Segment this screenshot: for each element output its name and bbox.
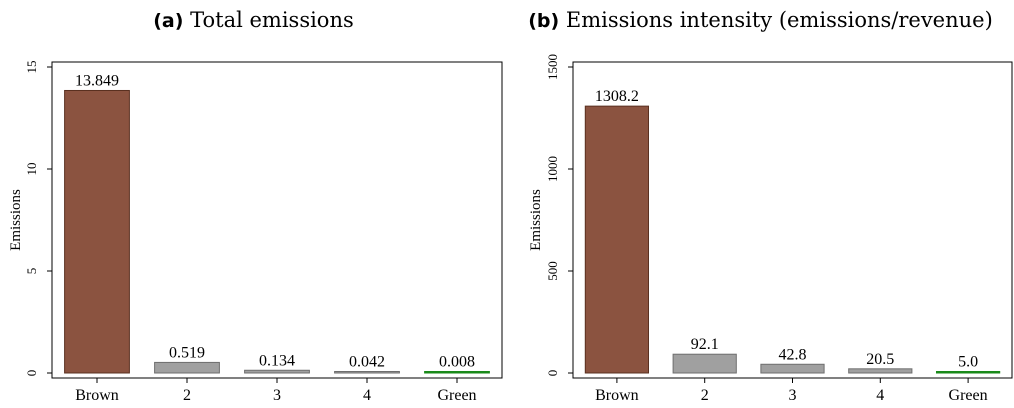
bar-brown bbox=[584, 105, 650, 374]
x-tick-label: 3 bbox=[273, 387, 281, 404]
chart-panel-a: (a) Total emissions 0 5 10 15 Emissions 13.84… bbox=[0, 8, 507, 404]
value-label: 0.134 bbox=[259, 352, 295, 369]
panel-label-a: (a) bbox=[153, 10, 184, 32]
chart-panel-b: (b) Emissions intensity (emissions/reven… bbox=[507, 0, 1014, 408]
y-tick-label: 0 bbox=[545, 370, 560, 377]
y-tick-label: 5 bbox=[24, 268, 39, 275]
y-tick-label: 0 bbox=[24, 370, 39, 377]
y-tick-label: 1500 bbox=[545, 54, 560, 80]
chart-title-b: (b) Emissions intensity (emissions/reven… bbox=[507, 8, 1014, 32]
bar-green bbox=[935, 371, 1001, 374]
bar-3 bbox=[760, 363, 825, 374]
x-tick-label: 2 bbox=[701, 387, 709, 404]
chart-svg-b: 0 500 1000 1500 Emissions 1308.2 Brown 92.1 2 42.… bbox=[528, 54, 1013, 404]
value-label: 0.042 bbox=[349, 354, 385, 371]
x-tick-label: 3 bbox=[789, 387, 797, 404]
value-label: 13.849 bbox=[75, 72, 119, 89]
x-tick-label: 4 bbox=[876, 387, 884, 404]
x-tick-label: Green bbox=[949, 387, 988, 404]
bar-brown bbox=[64, 89, 130, 374]
x-tick-label: 2 bbox=[183, 387, 191, 404]
y-axis-label: Emissions bbox=[8, 189, 24, 251]
y-tick-label: 1000 bbox=[545, 156, 560, 182]
bar-4 bbox=[334, 371, 400, 374]
y-axis-label: Emissions bbox=[528, 189, 544, 251]
y-tick-label: 15 bbox=[24, 61, 39, 74]
bar-3 bbox=[244, 369, 310, 374]
y-tick-label: 10 bbox=[24, 163, 39, 176]
value-label: 5.0 bbox=[958, 354, 978, 371]
panel-title-text-b: Emissions intensity (emissions/revenue) bbox=[565, 8, 993, 32]
value-label: 42.8 bbox=[779, 346, 807, 363]
panel-title-text-a: Total emissions bbox=[190, 8, 354, 32]
value-label: 0.519 bbox=[169, 344, 205, 361]
x-tick-label: 4 bbox=[363, 387, 371, 404]
x-tick-label: Brown bbox=[75, 387, 119, 404]
value-label: 0.008 bbox=[439, 354, 475, 371]
bar-2 bbox=[672, 353, 737, 374]
x-tick-label: Brown bbox=[595, 387, 639, 404]
value-label: 20.5 bbox=[866, 351, 894, 368]
chart-title-a: (a) Total emissions bbox=[0, 8, 507, 32]
y-tick-label: 500 bbox=[545, 261, 560, 281]
x-tick-label: Green bbox=[437, 387, 476, 404]
value-label: 92.1 bbox=[691, 336, 719, 353]
bar-4 bbox=[848, 368, 913, 374]
bar-2 bbox=[154, 361, 220, 374]
bar-green bbox=[424, 371, 490, 374]
value-label: 1308.2 bbox=[595, 88, 639, 105]
chart-svg-a: 0 5 10 15 Emissions 13.849 Brown 0.519 2 0.134 3 0.… bbox=[8, 61, 503, 404]
panel-label-b: (b) bbox=[528, 10, 560, 32]
